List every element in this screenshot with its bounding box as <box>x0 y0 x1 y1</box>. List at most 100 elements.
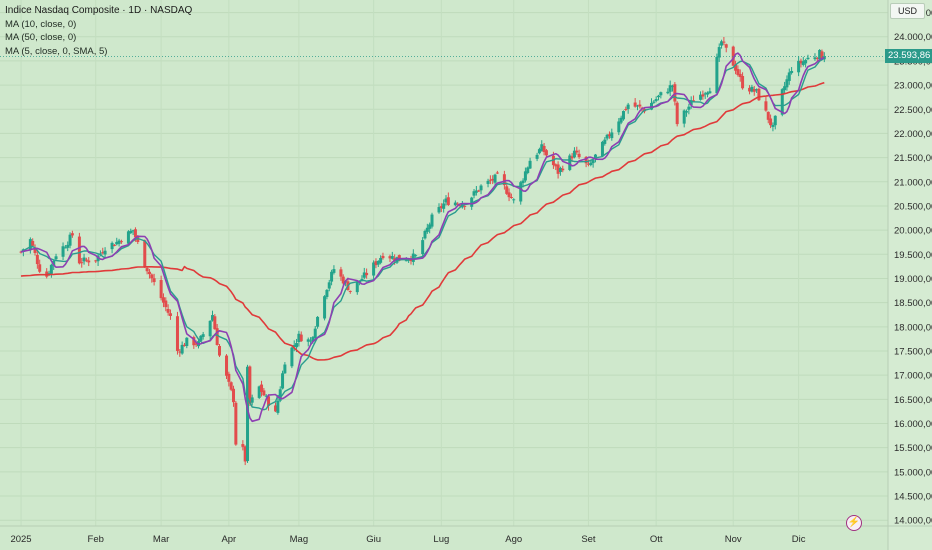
y-tick-label: 14.500,00 <box>894 492 932 503</box>
candle-body <box>610 132 614 139</box>
candle-body <box>327 282 331 289</box>
y-tick-label: 17.000,00 <box>894 371 932 382</box>
candle-body <box>502 174 506 186</box>
y-tick-label: 18.500,00 <box>894 298 932 309</box>
candle-body <box>479 185 483 191</box>
candle-body <box>82 257 86 262</box>
candle-body <box>519 182 523 202</box>
candle-body <box>87 260 91 263</box>
candle-body <box>425 227 429 232</box>
candle-body <box>474 190 478 193</box>
candle-body <box>799 60 803 64</box>
y-tick-label: 16.000,00 <box>894 419 932 430</box>
candle-body <box>692 100 696 102</box>
candle-body <box>276 400 280 413</box>
x-tick-label: Mar <box>153 534 169 545</box>
candle-body <box>666 91 670 94</box>
y-tick-label: 24.000,00 <box>894 32 932 43</box>
candle-body <box>77 236 81 264</box>
candle-body <box>161 297 165 303</box>
candle-body <box>379 257 383 263</box>
candle-body <box>654 99 658 101</box>
candle-body <box>818 50 822 60</box>
candle-body <box>52 260 56 266</box>
y-tick-label: 22.000,00 <box>894 129 932 140</box>
candle-body <box>281 373 285 389</box>
candle-body <box>804 60 808 64</box>
candle-body <box>783 86 787 91</box>
legend-ma10[interactable]: MA (10, close, 0) <box>5 18 77 30</box>
candle-body <box>309 340 313 342</box>
candle-body <box>210 315 214 321</box>
candle-body <box>215 328 219 346</box>
y-tick-label: 20.500,00 <box>894 201 932 212</box>
candle-body <box>731 46 735 66</box>
candle-body <box>264 395 268 397</box>
candle-body <box>453 202 457 206</box>
currency-button[interactable]: USD <box>889 3 925 19</box>
candle-body <box>593 154 597 159</box>
y-tick-label: 23.000,00 <box>894 81 932 92</box>
candle-body <box>701 94 705 97</box>
candle-body <box>129 230 133 234</box>
candle-body <box>657 95 661 98</box>
candle-body <box>250 397 254 403</box>
y-tick-label: 22.500,00 <box>894 105 932 116</box>
candle-body <box>668 85 672 92</box>
legend-ma5[interactable]: MA (5, close, 0, SMA, 5) <box>5 45 108 57</box>
y-tick-label: 21.000,00 <box>894 177 932 188</box>
candle-body <box>330 271 334 282</box>
ma5-line <box>20 52 825 423</box>
candle-body <box>542 145 546 153</box>
candle-body <box>685 111 689 113</box>
x-axis[interactable]: 2025 Feb Mar Apr Mag Giu Lug Ago Set Ott Nov Dic <box>0 525 932 545</box>
legend-ma50[interactable]: MA (50, close, 0) <box>5 32 77 43</box>
candle-body <box>390 256 394 259</box>
candle-body <box>152 278 156 283</box>
legend-title[interactable]: Indice Nasdaq Composite · 1D · NASDAQ <box>5 5 193 16</box>
y-axis[interactable]: 14.000,00 14.500,00 15.000,00 15.500,00 16.0… <box>887 0 932 550</box>
candle-body <box>94 260 98 262</box>
candle-body <box>421 240 425 255</box>
candle-body <box>626 104 630 109</box>
candle-body <box>764 101 768 111</box>
y-tick-label: 14.000,00 <box>894 516 932 527</box>
candle-body <box>159 280 163 299</box>
candle-body <box>568 155 572 170</box>
candle-body <box>428 224 432 229</box>
candle-body <box>362 272 366 278</box>
candle-body <box>488 179 492 181</box>
candle-body <box>49 264 53 274</box>
candle-body <box>446 197 450 205</box>
candle-body <box>225 355 229 376</box>
candle-body <box>495 172 499 174</box>
candle-body <box>323 296 327 319</box>
candle-body <box>584 156 588 164</box>
candle-body <box>227 373 231 382</box>
candle-body <box>208 320 212 337</box>
flash-icon[interactable]: ⚡ <box>846 515 862 531</box>
candle-body <box>773 115 777 126</box>
candle-body <box>687 106 691 110</box>
candle-body <box>115 241 119 245</box>
candle-body <box>136 236 140 242</box>
candle-body <box>813 57 817 60</box>
candle-body <box>766 111 770 120</box>
candle-body <box>521 180 525 184</box>
candle-body <box>787 72 791 81</box>
x-tick-label: Dic <box>792 534 806 545</box>
x-tick-label: Ott <box>650 534 663 545</box>
candle-body <box>544 150 548 156</box>
candle-body <box>790 70 794 73</box>
candle-body <box>722 41 726 43</box>
candle-body <box>31 240 35 246</box>
candle-body <box>769 118 773 126</box>
candle-body <box>624 109 628 111</box>
candle-body <box>278 389 282 401</box>
x-tick-label: Apr <box>221 534 236 545</box>
candle-body <box>112 244 116 246</box>
candle-body <box>456 203 460 205</box>
